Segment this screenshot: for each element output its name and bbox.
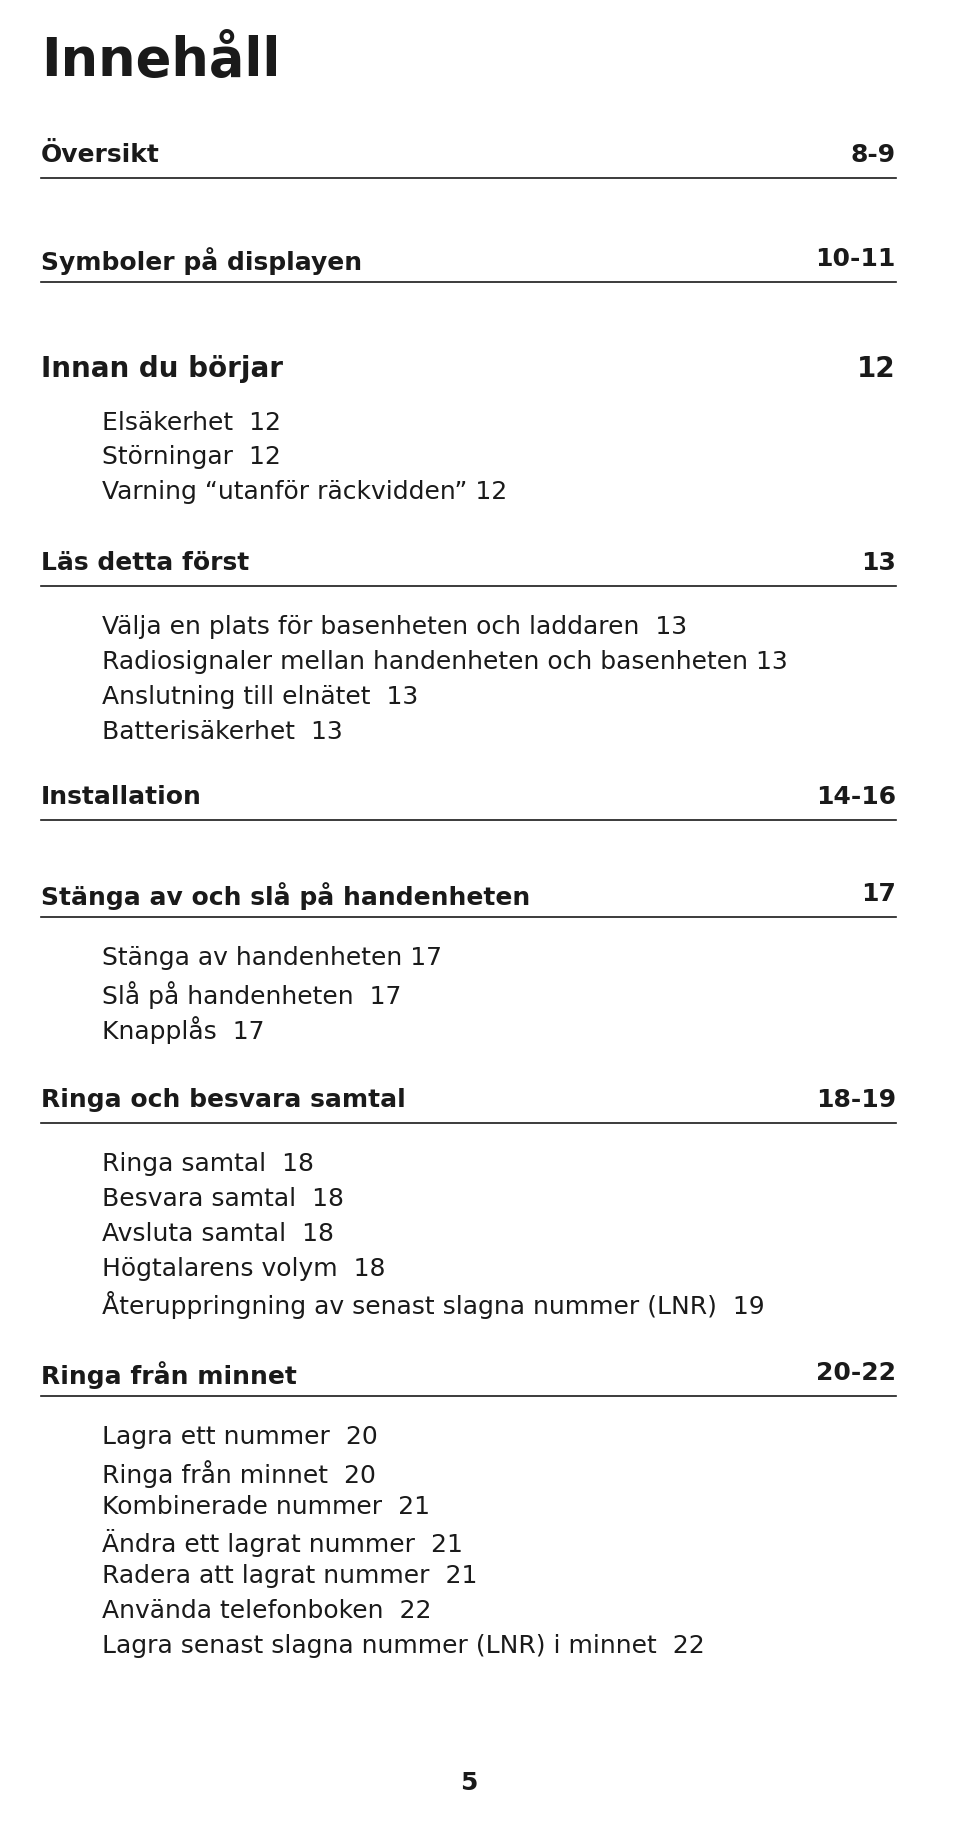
Text: Läs detta först: Läs detta först (41, 550, 250, 574)
Text: 17: 17 (861, 881, 896, 905)
Text: Översikt: Översikt (41, 142, 160, 166)
Text: Symboler på displayen: Symboler på displayen (41, 247, 362, 275)
Text: Besvara samtal  18: Besvara samtal 18 (103, 1188, 345, 1212)
Text: Lagra senast slagna nummer (LNR) i minnet  22: Lagra senast slagna nummer (LNR) i minne… (103, 1635, 706, 1659)
Text: 5: 5 (460, 1771, 477, 1795)
Text: Varning “utanför räckvidden” 12: Varning “utanför räckvidden” 12 (103, 480, 508, 504)
Text: 10-11: 10-11 (815, 247, 896, 272)
Text: Kombinerade nummer  21: Kombinerade nummer 21 (103, 1494, 430, 1518)
Text: Batterisäkerhet  13: Batterisäkerhet 13 (103, 720, 344, 744)
Text: 12: 12 (857, 355, 896, 384)
Text: Knapplås  17: Knapplås 17 (103, 1016, 265, 1044)
Text: Använda telefonboken  22: Använda telefonboken 22 (103, 1600, 432, 1624)
Text: Anslutning till elnätet  13: Anslutning till elnätet 13 (103, 685, 419, 709)
Text: Ändra ett lagrat nummer  21: Ändra ett lagrat nummer 21 (103, 1529, 464, 1557)
Text: Ringa från minnet  20: Ringa från minnet 20 (103, 1459, 376, 1489)
Text: Innan du börjar: Innan du börjar (41, 355, 283, 384)
Text: Störningar  12: Störningar 12 (103, 445, 281, 469)
Text: Välja en plats för basenheten och laddaren  13: Välja en plats för basenheten och laddar… (103, 615, 687, 639)
Text: 8-9: 8-9 (851, 142, 896, 166)
Text: 20-22: 20-22 (816, 1361, 896, 1385)
Text: Stänga av handenheten 17: Stänga av handenheten 17 (103, 946, 443, 970)
Text: Slå på handenheten  17: Slå på handenheten 17 (103, 981, 402, 1008)
Text: Avsluta samtal  18: Avsluta samtal 18 (103, 1223, 334, 1245)
Text: 18-19: 18-19 (816, 1088, 896, 1112)
Text: 14-16: 14-16 (816, 785, 896, 809)
Text: Radiosignaler mellan handenheten och basenheten 13: Radiosignaler mellan handenheten och bas… (103, 650, 788, 674)
Text: Installation: Installation (41, 785, 202, 809)
Text: Högtalarens volym  18: Högtalarens volym 18 (103, 1256, 386, 1280)
Text: Innehåll: Innehåll (41, 35, 280, 87)
Text: Lagra ett nummer  20: Lagra ett nummer 20 (103, 1426, 378, 1450)
Text: 13: 13 (861, 550, 896, 574)
Text: Ringa från minnet: Ringa från minnet (41, 1361, 297, 1389)
Text: Elsäkerhet  12: Elsäkerhet 12 (103, 410, 281, 434)
Text: Återuppringning av senast slagna nummer (LNR)  19: Återuppringning av senast slagna nummer … (103, 1291, 765, 1319)
Text: Ringa och besvara samtal: Ringa och besvara samtal (41, 1088, 406, 1112)
Text: Stänga av och slå på handenheten: Stänga av och slå på handenheten (41, 881, 530, 911)
Text: Radera att lagrat nummer  21: Radera att lagrat nummer 21 (103, 1564, 478, 1588)
Text: Ringa samtal  18: Ringa samtal 18 (103, 1153, 315, 1177)
